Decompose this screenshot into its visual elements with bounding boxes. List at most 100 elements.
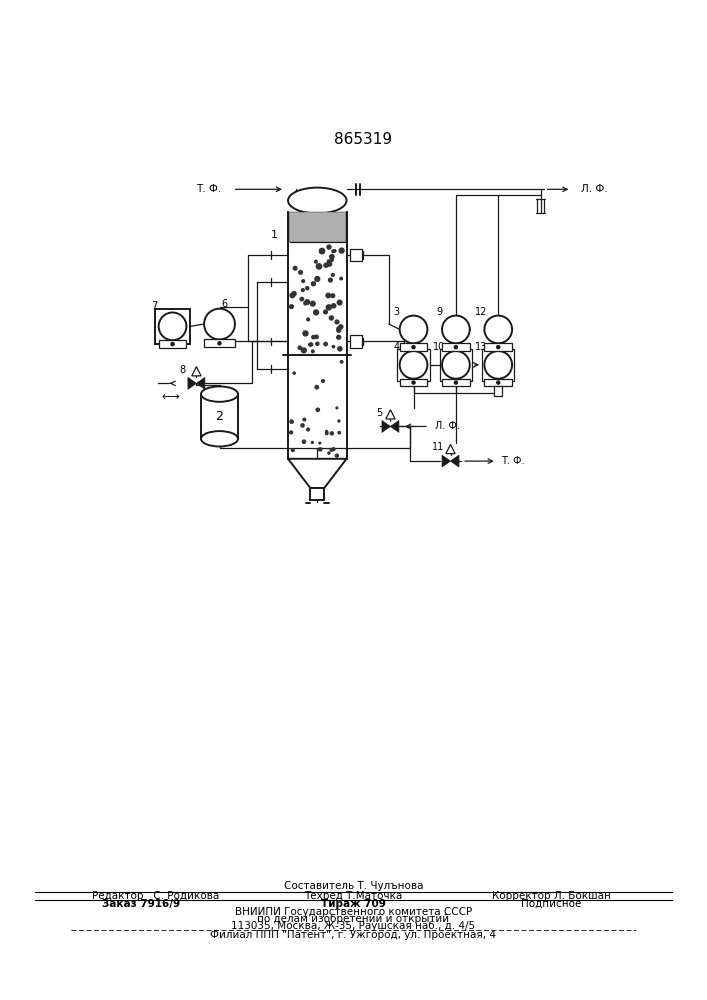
Bar [350,335,362,348]
Circle shape [331,259,333,261]
Circle shape [293,266,297,270]
Text: Заказ 7916/9: Заказ 7916/9 [103,899,180,909]
Circle shape [298,346,301,349]
Text: Филиал ППП "Патент", г. Ужгород, ул. Проектная, 4: Филиал ППП "Патент", г. Ужгород, ул. Про… [211,930,496,940]
Circle shape [312,350,314,353]
Circle shape [327,260,330,263]
Circle shape [316,342,319,345]
Circle shape [322,380,325,382]
Text: 8: 8 [180,365,186,375]
Text: Л. Ф.: Л. Ф. [581,184,608,194]
Circle shape [315,277,320,281]
Bar [494,386,502,396]
Circle shape [310,343,312,346]
Circle shape [218,342,221,345]
Circle shape [338,432,340,434]
Circle shape [158,312,187,340]
Bar [158,340,187,348]
Circle shape [311,441,313,443]
Circle shape [336,407,338,409]
Text: 113035, Москва, Ж-35, Раушская наб., д. 4/5: 113035, Москва, Ж-35, Раушская наб., д. … [231,921,476,931]
Bar [201,394,238,439]
Circle shape [312,282,315,286]
Circle shape [290,305,293,308]
Circle shape [442,351,469,379]
Circle shape [303,440,305,443]
Circle shape [290,293,295,298]
Circle shape [301,348,306,353]
Bar [399,379,428,386]
Circle shape [303,331,308,336]
Text: по делам изобретений и открытий: по делам изобретений и открытий [257,914,450,924]
Ellipse shape [288,188,346,213]
Text: 11: 11 [432,442,444,452]
Text: 7: 7 [151,301,157,311]
Circle shape [328,452,330,454]
Circle shape [338,347,342,351]
Bar [442,343,469,351]
Circle shape [338,420,340,422]
Circle shape [303,418,305,421]
Circle shape [442,316,469,343]
Circle shape [171,343,174,346]
Text: Подписное: Подписное [521,899,582,909]
Circle shape [310,301,315,306]
Circle shape [329,278,332,282]
Ellipse shape [201,431,238,446]
Circle shape [319,442,321,444]
Circle shape [329,316,334,320]
Circle shape [497,381,500,384]
Circle shape [305,287,309,290]
Circle shape [316,264,322,269]
Circle shape [326,293,330,298]
Bar [484,343,512,351]
Bar [288,212,346,242]
Circle shape [326,305,332,310]
Circle shape [333,250,336,252]
Circle shape [340,277,342,280]
Polygon shape [288,459,346,488]
Bar [155,309,190,344]
Text: 2: 2 [216,410,223,423]
Circle shape [315,335,318,339]
Text: Т. Ф.: Т. Ф. [501,456,524,466]
Bar [440,349,472,381]
Ellipse shape [201,386,238,402]
Circle shape [330,432,334,435]
Circle shape [341,361,343,363]
Text: 13: 13 [475,342,487,352]
Polygon shape [188,377,197,389]
Bar [399,343,428,351]
Circle shape [412,381,415,384]
Polygon shape [197,377,205,389]
Circle shape [484,351,512,379]
Circle shape [339,248,344,253]
Bar [482,349,515,381]
Polygon shape [450,455,459,467]
Polygon shape [390,421,399,432]
Circle shape [324,310,327,314]
Text: Корректор Л. Бокшан: Корректор Л. Бокшан [492,891,611,901]
Circle shape [290,431,293,434]
Text: 3: 3 [394,307,399,317]
Bar [350,249,362,261]
Circle shape [326,430,328,433]
Circle shape [337,335,341,339]
Circle shape [455,346,457,349]
Bar [484,379,512,386]
Circle shape [300,297,303,301]
Circle shape [335,320,339,324]
Circle shape [324,263,328,267]
Text: ←→: ←→ [162,392,180,402]
Circle shape [337,300,342,305]
Circle shape [304,301,308,305]
Text: ВНИИПИ Государственного комитета СССР: ВНИИПИ Государственного комитета СССР [235,907,472,917]
Circle shape [332,346,334,348]
Text: 4: 4 [394,342,399,352]
Text: Тираж 709: Тираж 709 [321,899,386,909]
Circle shape [301,289,304,292]
Circle shape [332,274,334,276]
Circle shape [324,342,327,346]
Circle shape [332,250,334,252]
Circle shape [497,346,500,349]
